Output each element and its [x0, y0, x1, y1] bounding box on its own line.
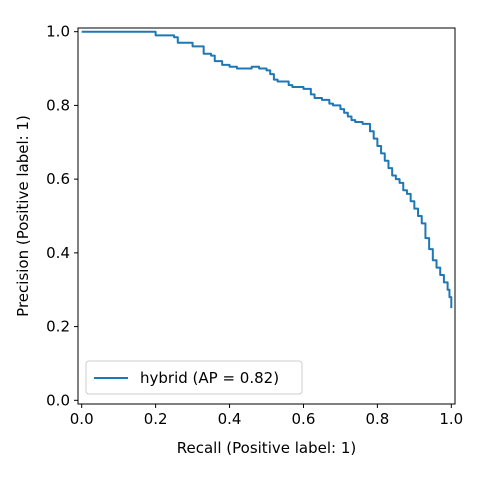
y-tick-label: 0.0 [46, 391, 70, 409]
x-tick-label: 0.2 [144, 410, 168, 428]
y-tick-label: 0.6 [46, 170, 70, 188]
x-tick-label: 1.0 [439, 410, 463, 428]
x-axis-ticks: 0.0 0.2 0.4 0.6 0.8 1.0 [70, 404, 463, 428]
y-tick-label: 0.2 [46, 318, 70, 336]
x-tick-label: 0.0 [70, 410, 94, 428]
plot-frame [77, 27, 456, 405]
x-axis-label: Recall (Positive label: 1) [177, 439, 356, 457]
y-tick-label: 1.0 [46, 23, 70, 41]
plot-area [81, 30, 453, 309]
series-line-0 [81, 30, 453, 309]
y-axis-ticks: 0.0 0.2 0.4 0.6 0.8 1.0 [46, 23, 78, 409]
y-tick-label: 0.8 [46, 96, 70, 114]
x-tick-label: 0.6 [292, 410, 316, 428]
x-tick-label: 0.4 [218, 410, 242, 428]
y-tick-label: 0.4 [46, 244, 70, 262]
legend-box [85, 360, 303, 395]
legend-entry-hybrid: hybrid (AP = 0.82) [140, 369, 279, 387]
x-tick-label: 0.8 [365, 410, 389, 428]
y-axis-label: Precision (Positive label: 1) [14, 115, 32, 317]
legend: hybrid (AP = 0.82) [85, 360, 303, 395]
